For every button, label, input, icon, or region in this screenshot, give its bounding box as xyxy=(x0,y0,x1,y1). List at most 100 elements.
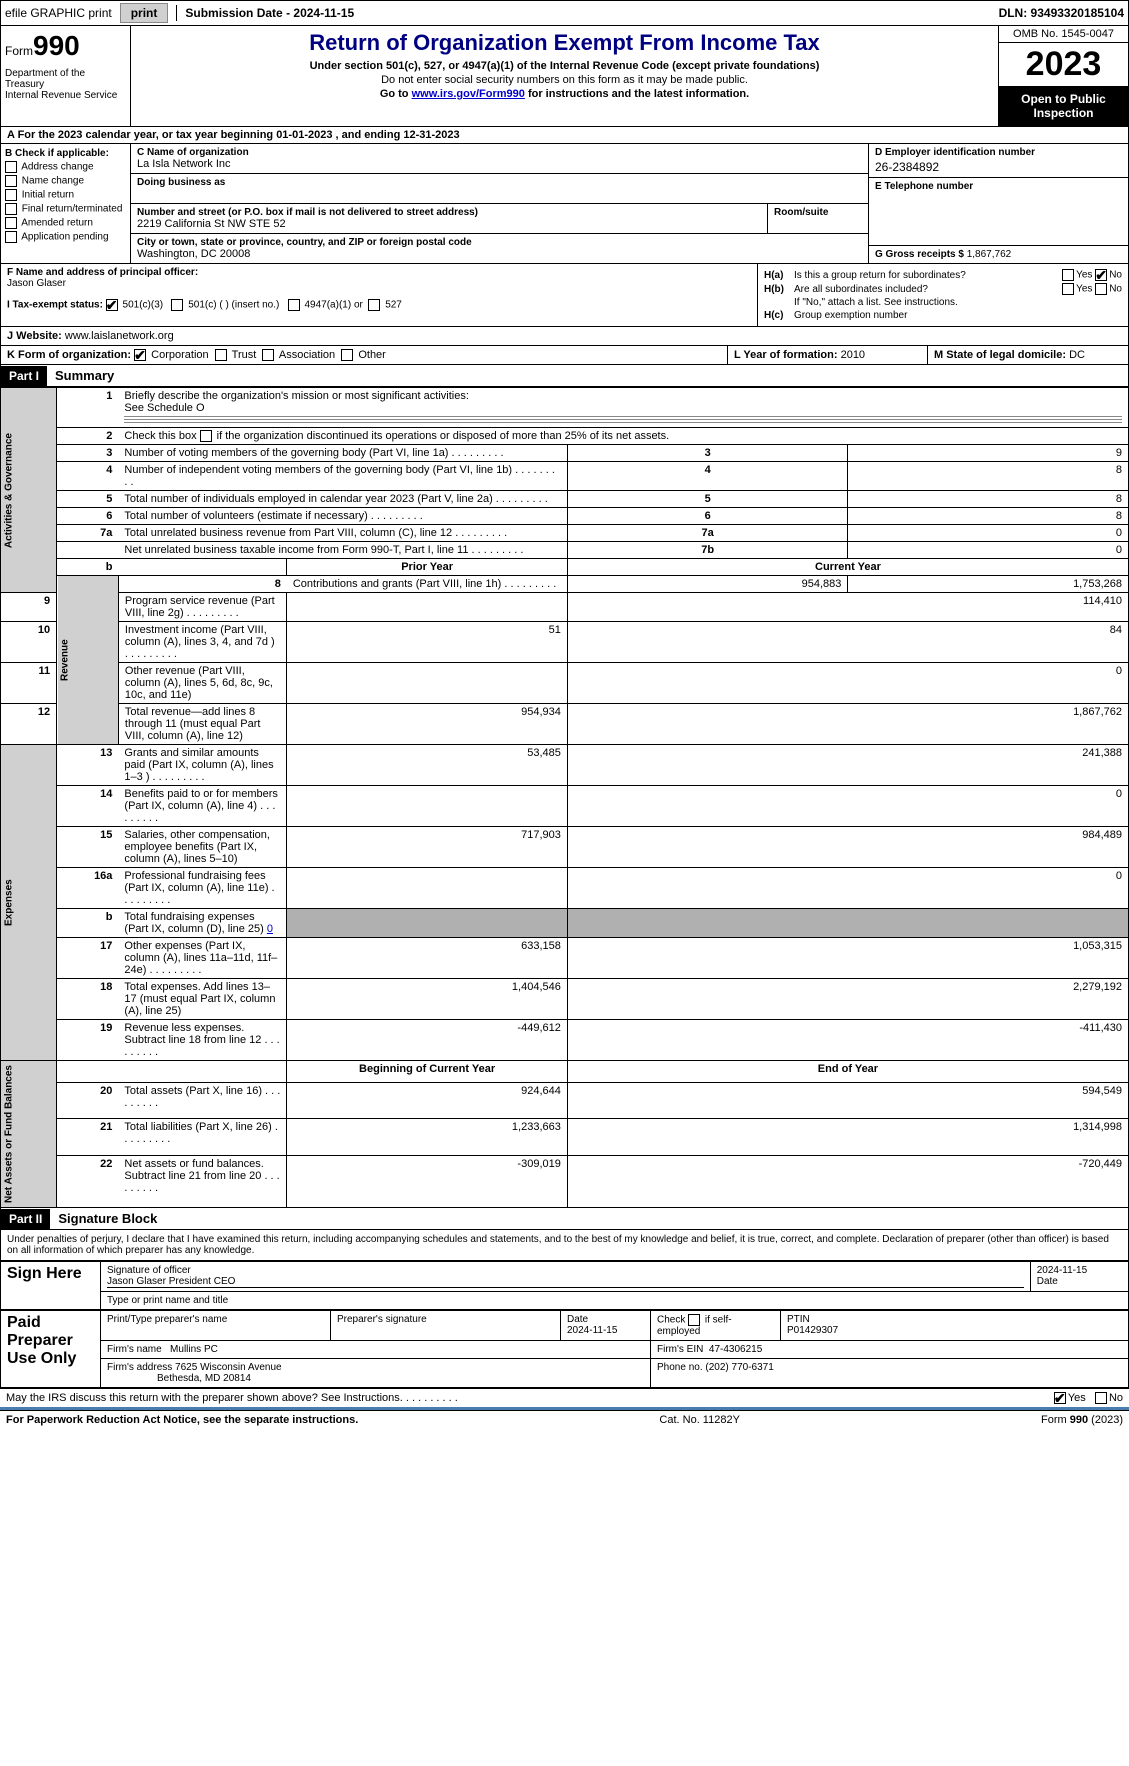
val-6: 8 xyxy=(848,508,1129,525)
checkbox-final-return[interactable] xyxy=(5,203,17,215)
hc-label: H(c) xyxy=(764,310,794,321)
form-number: Form990 xyxy=(5,30,126,62)
val-4: 8 xyxy=(848,462,1129,491)
subtitle-1: Under section 501(c), 527, or 4947(a)(1)… xyxy=(139,60,990,72)
row-j: J Website: www.laislanetwork.org xyxy=(0,327,1129,346)
py-8: 954,883 xyxy=(567,576,848,593)
checkbox-initial-return[interactable] xyxy=(5,189,17,201)
fundraising-link[interactable]: 0 xyxy=(267,923,273,935)
website-label: J Website: xyxy=(7,330,62,342)
py-12: 954,934 xyxy=(287,704,568,745)
firm-city: Bethesda, MD 20814 xyxy=(157,1373,251,1384)
officer-sig: Jason Glaser President CEO xyxy=(107,1276,235,1287)
checkbox-501c[interactable] xyxy=(171,299,183,311)
summary-table: Activities & Governance 1 Briefly descri… xyxy=(0,387,1129,1208)
form-footer: Form 990 (2023) xyxy=(1041,1414,1123,1426)
paid-prep-label: Paid Preparer Use Only xyxy=(1,1311,101,1388)
tax-status-label: I Tax-exempt status: xyxy=(7,300,103,311)
domicile: DC xyxy=(1069,349,1085,361)
checkbox-app-pending[interactable] xyxy=(5,231,17,243)
officer-name: Jason Glaser xyxy=(7,278,751,289)
checkbox-ha-yes[interactable] xyxy=(1062,269,1074,281)
org-address: 2219 California St NW STE 52 xyxy=(137,218,761,230)
ein-label: D Employer identification number xyxy=(875,147,1122,158)
cy-9: 114,410 xyxy=(567,593,1128,622)
cy-12: 1,867,762 xyxy=(567,704,1128,745)
checkbox-ha-no[interactable] xyxy=(1095,269,1107,281)
org-city: Washington, DC 20008 xyxy=(137,248,862,260)
cy-19: -411,430 xyxy=(567,1020,1128,1061)
efile-label: efile GRAPHIC print xyxy=(5,6,112,20)
by-20: 924,644 xyxy=(287,1082,568,1119)
checkbox-address-change[interactable] xyxy=(5,161,17,173)
py-18: 1,404,546 xyxy=(287,979,568,1020)
top-bar: efile GRAPHIC print print Submission Dat… xyxy=(0,0,1129,26)
checkbox-hb-no[interactable] xyxy=(1095,283,1107,295)
year-formation-label: L Year of formation: xyxy=(734,349,838,361)
vert-activities: Activities & Governance xyxy=(1,388,57,593)
footer-row: For Paperwork Reduction Act Notice, see … xyxy=(0,1410,1129,1429)
submission-date: Submission Date - 2024-11-15 xyxy=(185,6,354,20)
py-17: 633,158 xyxy=(287,938,568,979)
checkbox-other[interactable] xyxy=(341,349,353,361)
checkbox-trust[interactable] xyxy=(215,349,227,361)
by-21: 1,233,663 xyxy=(287,1119,568,1156)
part2-header-row: Part II Signature Block xyxy=(0,1208,1129,1230)
vert-netassets: Net Assets or Fund Balances xyxy=(1,1061,57,1208)
part2-title: Signature Block xyxy=(50,1208,165,1229)
line-a: A For the 2023 calendar year, or tax yea… xyxy=(0,127,1129,144)
checkbox-self-employed[interactable] xyxy=(688,1314,700,1326)
firm-ein: 47-4306215 xyxy=(709,1344,762,1355)
cy-13: 241,388 xyxy=(567,745,1128,786)
form-title: Return of Organization Exempt From Incom… xyxy=(139,30,990,56)
dln: DLN: 93493320185104 xyxy=(999,6,1124,20)
cy-10: 84 xyxy=(567,622,1128,663)
vert-expenses: Expenses xyxy=(1,745,57,1061)
domicile-label: M State of legal domicile: xyxy=(934,349,1066,361)
print-button[interactable]: print xyxy=(120,3,169,23)
form-org-label: K Form of organization: xyxy=(7,349,131,361)
subtitle-2: Do not enter social security numbers on … xyxy=(139,74,990,86)
checkbox-amended[interactable] xyxy=(5,217,17,229)
sig-declaration: Under penalties of perjury, I declare th… xyxy=(0,1230,1129,1261)
checkbox-501c3[interactable] xyxy=(106,299,118,311)
part1-badge: Part I xyxy=(1,366,47,386)
checkbox-discuss-yes[interactable] xyxy=(1054,1392,1066,1404)
firm-name: Mullins PC xyxy=(170,1344,218,1355)
gross-receipts: 1,867,762 xyxy=(967,249,1012,260)
ptin: P01429307 xyxy=(787,1325,838,1336)
firm-phone: (202) 770-6371 xyxy=(705,1362,773,1373)
checkbox-assoc[interactable] xyxy=(262,349,274,361)
checkbox-discuss-no[interactable] xyxy=(1095,1392,1107,1404)
tax-year: 2023 xyxy=(999,43,1128,86)
checkbox-4947[interactable] xyxy=(288,299,300,311)
omb-number: OMB No. 1545-0047 xyxy=(999,26,1128,43)
room-label: Room/suite xyxy=(774,207,862,218)
cy-16a: 0 xyxy=(567,868,1128,909)
checkbox-discontinued[interactable] xyxy=(200,430,212,442)
row-klm: K Form of organization: Corporation Trus… xyxy=(0,346,1129,365)
checkbox-name-change[interactable] xyxy=(5,175,17,187)
year-formation: 2010 xyxy=(841,349,865,361)
addr-label: Number and street (or P.O. box if mail i… xyxy=(137,207,761,218)
vert-revenue: Revenue xyxy=(57,576,119,745)
checkbox-corp[interactable] xyxy=(134,349,146,361)
form-header: Form990 Department of the Treasury Inter… xyxy=(0,26,1129,127)
org-name: La Isla Network Inc xyxy=(137,158,862,170)
dept-treasury: Department of the Treasury Internal Reve… xyxy=(5,68,126,101)
ein-value: 26-2384892 xyxy=(875,160,1122,174)
val-7a: 0 xyxy=(848,525,1129,542)
val-5: 8 xyxy=(848,491,1129,508)
cy-11: 0 xyxy=(567,663,1128,704)
py-15: 717,903 xyxy=(287,827,568,868)
checkbox-527[interactable] xyxy=(368,299,380,311)
ey-22: -720,449 xyxy=(567,1156,1128,1208)
city-label: City or town, state or province, country… xyxy=(137,237,862,248)
paid-preparer-table: Paid Preparer Use Only Print/Type prepar… xyxy=(0,1310,1129,1388)
checkbox-hb-yes[interactable] xyxy=(1062,283,1074,295)
py-19: -449,612 xyxy=(287,1020,568,1061)
irs-link[interactable]: www.irs.gov/Form990 xyxy=(412,88,525,100)
cy-14: 0 xyxy=(567,786,1128,827)
section-b-label: B Check if applicable: xyxy=(5,148,126,159)
val-3: 9 xyxy=(848,445,1129,462)
